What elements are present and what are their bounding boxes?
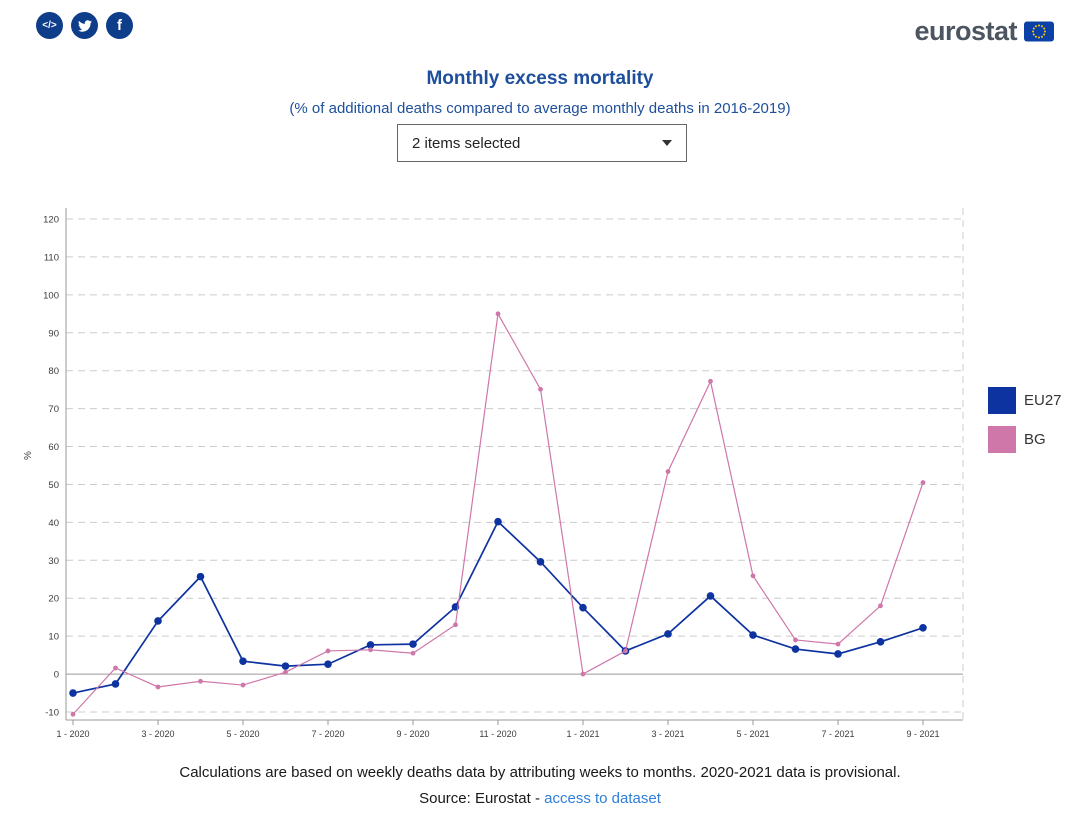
y-tick-label: 0 [54, 670, 59, 681]
eu27-point[interactable] [69, 689, 77, 697]
bg-point[interactable] [878, 603, 883, 609]
x-tick-label: 9 - 2020 [396, 729, 429, 739]
y-tick-label: 110 [44, 252, 59, 263]
eu27-point[interactable] [154, 617, 162, 625]
bg-point[interactable] [623, 648, 628, 654]
eurostat-logo[interactable]: eurostat [914, 16, 1054, 47]
bg-swatch [988, 426, 1016, 453]
bg-point[interactable] [835, 641, 841, 647]
eu27-point[interactable] [664, 630, 672, 638]
eurostat-wordmark: eurostat [914, 16, 1017, 46]
bg-point[interactable] [750, 573, 756, 579]
y-tick-label: 40 [48, 518, 59, 529]
legend-label-eu27: EU27 [1024, 392, 1062, 409]
footnote: Calculations are based on weekly deaths … [179, 764, 901, 781]
bg-point[interactable] [240, 682, 246, 688]
eu27-point[interactable] [834, 650, 842, 658]
eu27-point[interactable] [409, 640, 417, 648]
y-tick-label: 120 [43, 215, 59, 226]
page-subtitle: (% of additional deaths compared to aver… [289, 100, 791, 117]
y-tick-label: -10 [45, 708, 59, 719]
bg-point[interactable] [113, 665, 118, 671]
chevron-down-icon [662, 140, 672, 146]
x-tick-label: 9 - 2021 [906, 729, 939, 739]
page-title: Monthly excess mortality [426, 68, 654, 89]
eu27-point[interactable] [196, 572, 205, 581]
eu27-point[interactable] [706, 592, 715, 600]
bg-point[interactable] [793, 637, 798, 643]
y-tick-label: 70 [48, 404, 59, 415]
dropdown-selected-value: 2 items selected [412, 134, 521, 152]
bg-point[interactable] [495, 311, 501, 317]
bg-point[interactable] [283, 669, 288, 675]
bg-point[interactable] [538, 386, 543, 392]
embed-code-icon[interactable]: </> [36, 12, 63, 39]
bg-line [72, 311, 924, 715]
bg-point[interactable] [708, 378, 713, 384]
y-tick-label: 80 [48, 366, 59, 377]
bg-point[interactable] [410, 650, 416, 656]
bg-point[interactable] [198, 678, 203, 684]
excess-mortality-chart: -10 0 10 20 30 40 50 60 70 80 90 100 110 120 1 - 2020 3… [43, 208, 964, 739]
country-select-dropdown[interactable]: 2 items selected [397, 124, 687, 162]
bg-point[interactable] [325, 648, 331, 654]
x-tick-label: 1 - 2021 [566, 729, 599, 739]
eu27-point[interactable] [324, 660, 332, 669]
twitter-icon[interactable] [71, 12, 98, 39]
eu27-point[interactable] [876, 638, 885, 646]
bg-point[interactable] [580, 671, 586, 677]
chart-legend: EU27 BG [988, 387, 1062, 465]
legend-item-eu27[interactable]: EU27 [988, 387, 1062, 414]
facebook-glyph: f [117, 17, 122, 34]
eu-flag-icon [1024, 21, 1054, 42]
eu27-point[interactable] [919, 624, 927, 632]
eu27-point[interactable] [579, 603, 587, 612]
twitter-bird [77, 19, 92, 32]
facebook-icon[interactable]: f [106, 12, 133, 39]
bg-point[interactable] [665, 469, 671, 474]
x-tick-label: 5 - 2021 [736, 729, 769, 739]
eu27-swatch [988, 387, 1016, 414]
bg-point[interactable] [920, 480, 926, 485]
eu27-point[interactable] [791, 645, 800, 653]
bg-point[interactable] [453, 622, 458, 628]
x-tick-label: 3 - 2021 [651, 729, 684, 739]
x-tick-label: 7 - 2021 [821, 729, 854, 739]
x-tick-label: 1 - 2020 [56, 729, 89, 739]
source-line: Source: Eurostat - access to dataset [0, 790, 1080, 807]
eu27-point[interactable] [749, 631, 757, 639]
y-axis-title: % [22, 451, 34, 460]
legend-item-bg[interactable]: BG [988, 426, 1062, 453]
y-tick-label: 60 [48, 442, 59, 453]
eu27-line [72, 520, 924, 694]
y-tick-label: 50 [48, 480, 59, 491]
social-share-bar: </> f [36, 12, 133, 39]
embed-code-glyph: </> [42, 20, 57, 31]
eu27-point[interactable] [536, 558, 545, 566]
legend-label-bg: BG [1024, 431, 1046, 448]
x-tick-label: 3 - 2020 [141, 729, 174, 739]
eu27-point[interactable] [281, 662, 290, 670]
bg-point[interactable] [368, 647, 373, 653]
y-tick-label: 20 [48, 594, 59, 605]
x-tick-label: 11 - 2020 [479, 729, 516, 739]
y-tick-label: 100 [43, 290, 59, 301]
source-text: Source: Eurostat - [419, 790, 540, 807]
eu27-point[interactable] [494, 517, 502, 526]
x-tick-label: 7 - 2020 [311, 729, 344, 739]
bg-point[interactable] [70, 711, 76, 717]
x-tick-label: 5 - 2020 [226, 729, 259, 739]
bg-point[interactable] [155, 684, 161, 690]
eu27-point[interactable] [366, 641, 375, 649]
eu27-point[interactable] [239, 657, 247, 665]
eu27-point[interactable] [111, 680, 120, 688]
dataset-link[interactable]: access to dataset [544, 790, 661, 807]
y-tick-label: 90 [48, 328, 59, 339]
y-tick-label: 30 [48, 556, 59, 567]
y-tick-label: 10 [48, 632, 59, 643]
